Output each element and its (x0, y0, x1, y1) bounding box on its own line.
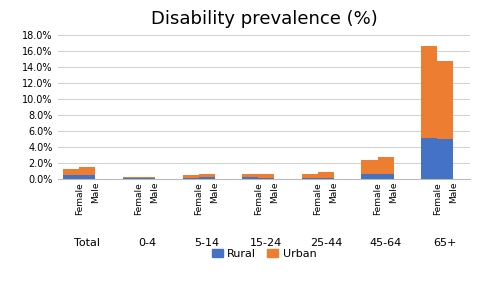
Bar (302, 177, 318, 179)
Bar (302, 174, 318, 177)
Title: Disability prevalence (%): Disability prevalence (%) (151, 10, 377, 27)
Text: Total: Total (74, 238, 100, 247)
Text: 5-14: 5-14 (194, 238, 219, 247)
Bar (199, 174, 215, 177)
Bar (242, 174, 258, 177)
Bar (123, 177, 139, 178)
Bar (139, 177, 155, 178)
Text: 65+: 65+ (433, 238, 457, 247)
Bar (123, 178, 139, 179)
Bar (199, 177, 215, 179)
Bar (318, 177, 334, 179)
Bar (361, 160, 378, 174)
Bar (437, 139, 453, 179)
Bar (421, 46, 437, 138)
Bar (79, 175, 96, 179)
Bar (361, 174, 378, 179)
Bar (182, 175, 199, 177)
Bar (63, 169, 79, 175)
Bar (182, 177, 199, 179)
Text: 15-24: 15-24 (250, 238, 282, 247)
Bar (378, 157, 394, 174)
Bar (258, 174, 275, 177)
Text: 45-64: 45-64 (370, 238, 402, 247)
Bar (258, 177, 275, 179)
Bar (79, 167, 96, 175)
Text: 0-4: 0-4 (138, 238, 156, 247)
Bar (437, 61, 453, 139)
Bar (139, 178, 155, 179)
Bar (242, 177, 258, 179)
Bar (318, 172, 334, 177)
Legend: Rural, Urban: Rural, Urban (207, 244, 321, 263)
Text: 25-44: 25-44 (310, 238, 342, 247)
Bar (63, 175, 79, 179)
Bar (421, 138, 437, 179)
Bar (378, 174, 394, 179)
